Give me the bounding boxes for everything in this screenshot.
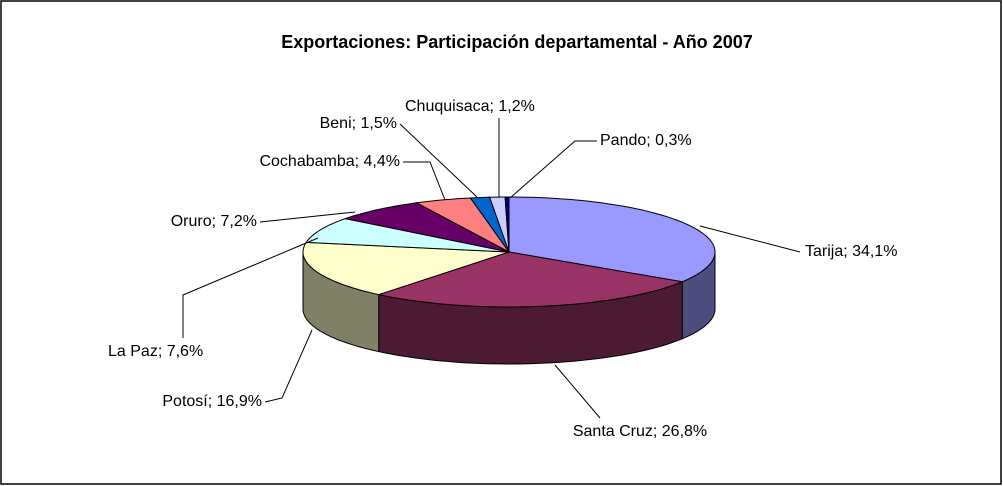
data-label: Santa Cruz; 26,8% bbox=[573, 423, 707, 440]
pie-slice bbox=[504, 196, 510, 253]
leader-line bbox=[554, 364, 601, 419]
leader-line bbox=[259, 211, 356, 223]
pie-slice bbox=[302, 241, 510, 296]
data-label: Oruro; 7,2% bbox=[171, 213, 257, 230]
data-label: Beni; 1,5% bbox=[320, 115, 397, 132]
data-label: Pando; 0,3% bbox=[600, 132, 692, 149]
leader-line bbox=[699, 225, 801, 253]
pie-slice bbox=[343, 202, 510, 253]
data-label: Tarija; 34,1% bbox=[805, 243, 898, 260]
data-label: Cochabamba; 4,4% bbox=[259, 153, 400, 170]
chart-title: Exportaciones: Participación departament… bbox=[281, 32, 752, 52]
leader-line bbox=[403, 161, 446, 201]
leader-line bbox=[399, 123, 479, 199]
data-label: Potosí; 16,9% bbox=[162, 393, 262, 410]
leader-line bbox=[182, 237, 319, 338]
data-label: Chuquisaca; 1,2% bbox=[405, 98, 535, 115]
pie-slice bbox=[376, 251, 685, 308]
pie-slice bbox=[414, 197, 510, 253]
pie-slice bbox=[305, 218, 510, 253]
leader-line bbox=[509, 140, 597, 199]
leader-line bbox=[264, 329, 313, 403]
data-label: La Paz; 7,6% bbox=[108, 343, 203, 360]
